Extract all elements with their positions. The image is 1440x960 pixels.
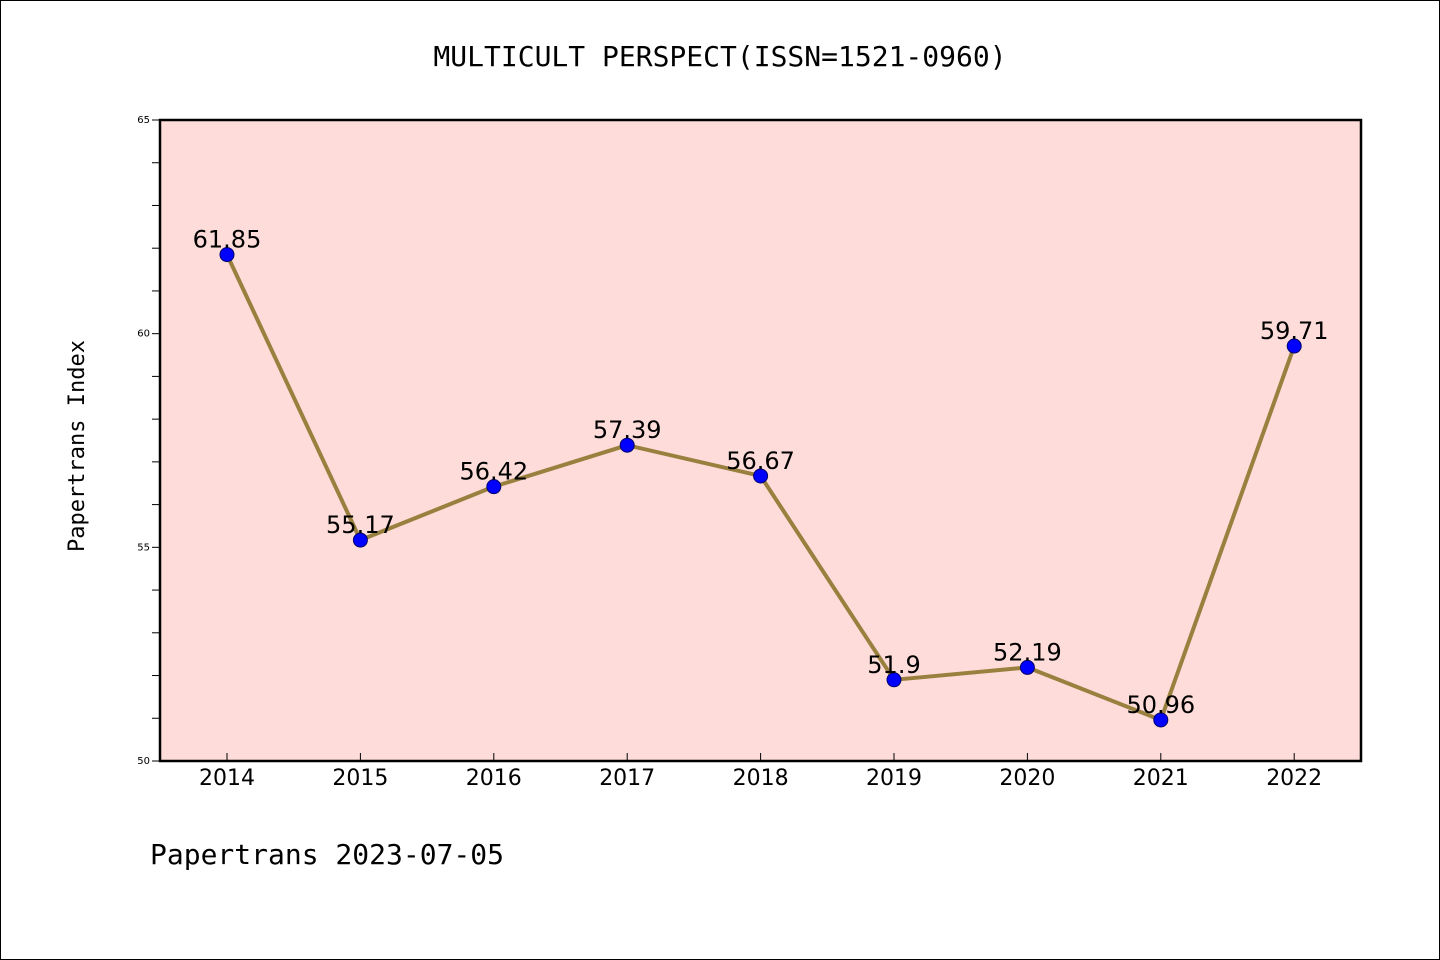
x-tick-label: 2016 [466, 766, 522, 791]
y-tick-label: 55 [137, 542, 150, 553]
chart-title: MULTICULT PERSPECT(ISSN=1521-0960) [433, 40, 1006, 73]
data-label: 56.67 [726, 447, 795, 475]
x-tick-label: 2017 [599, 766, 655, 791]
plot-area: 50 55 60 65 2014 2015 2016 2017 2018 2019 2020 2021… [137, 115, 1363, 791]
data-point [886, 672, 902, 688]
data-point [219, 247, 235, 263]
data-point [1019, 659, 1035, 675]
data-point [1286, 338, 1302, 354]
x-tick-label: 2020 [999, 766, 1055, 791]
plot-background [160, 120, 1361, 761]
data-point [753, 468, 769, 484]
data-label: 55.17 [326, 511, 395, 539]
data-label: 50.96 [1126, 691, 1195, 719]
data-label: 59.71 [1260, 317, 1329, 345]
y-tick-label: 65 [137, 115, 150, 126]
x-tick-label: 2018 [733, 766, 789, 791]
footer-credit: Papertrans 2023-07-05 [150, 838, 504, 871]
data-point [486, 479, 502, 495]
y-axis-label: Papertrans Index [65, 340, 90, 552]
x-tick-label: 2015 [332, 766, 388, 791]
data-label: 57.39 [593, 416, 662, 444]
data-point [352, 532, 368, 548]
data-point [619, 437, 635, 453]
x-tick-label: 2014 [199, 766, 255, 791]
x-tick-label: 2021 [1133, 766, 1189, 791]
plot-border [158, 118, 1363, 763]
x-tick-label: 2019 [866, 766, 922, 791]
data-label: 61.85 [193, 226, 262, 254]
data-label: 56.42 [459, 458, 528, 486]
data-label: 52.19 [993, 638, 1062, 666]
data-point [1153, 712, 1169, 728]
y-tick-label: 60 [137, 329, 150, 340]
data-label: 51.9 [867, 651, 920, 679]
x-tick-label: 2022 [1266, 766, 1322, 791]
y-tick-label: 50 [137, 756, 150, 767]
